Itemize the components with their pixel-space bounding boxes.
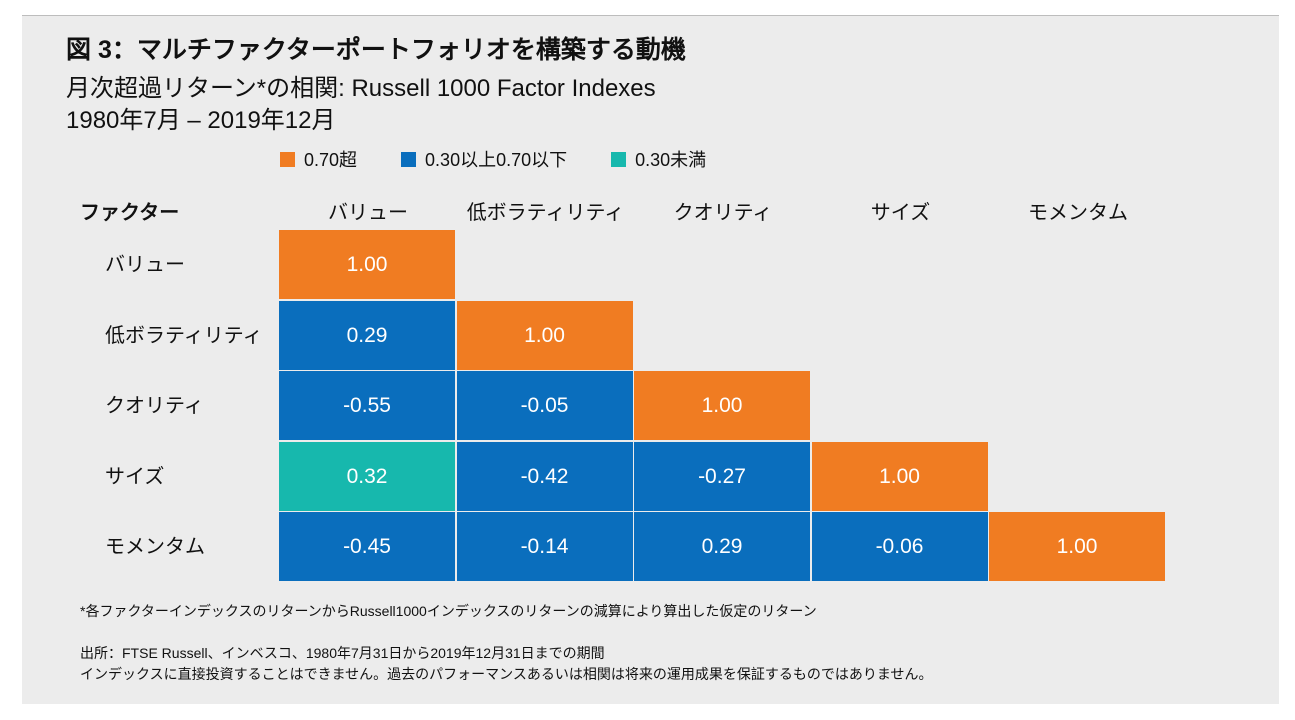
- column-header: サイズ: [870, 202, 931, 224]
- row-label: バリュー: [105, 254, 185, 276]
- matrix-cell: 0.29: [279, 300, 455, 370]
- legend-label-mid: 0.30以上0.70以下: [425, 150, 568, 170]
- legend-item-mid: 0.30以上0.70以下: [401, 146, 567, 172]
- legend-item-high: 0.70超: [280, 146, 357, 172]
- legend-label-low: 0.30未満: [635, 150, 707, 170]
- matrix-cell: 1.00: [989, 512, 1165, 581]
- row-label: モメンタム: [105, 536, 205, 558]
- matrix-cell: -0.05: [456, 371, 633, 440]
- column-header: バリュー: [328, 202, 408, 224]
- matrix-cell: -0.45: [279, 512, 455, 581]
- matrix-cell: 1.00: [634, 371, 810, 440]
- row-label: クオリティ: [105, 395, 204, 417]
- chart-subtitle: 月次超過リターン*の相関: Russell 1000 Factor Indexe…: [66, 75, 656, 102]
- matrix-cell: 1.00: [456, 300, 633, 370]
- legend-item-low: 0.30未満: [611, 146, 706, 172]
- column-header: 低ボラティリティ: [466, 202, 625, 224]
- top-divider: [22, 15, 1279, 16]
- matrix-cell: -0.06: [811, 512, 988, 581]
- chart-title: 図 3：マルチファクターポートフォリオを構築する動機: [66, 36, 686, 64]
- matrix-cell: 1.00: [279, 230, 455, 299]
- matrix-cell: 0.32: [279, 441, 455, 511]
- factor-header: ファクター: [80, 202, 180, 224]
- column-header: クオリティ: [673, 202, 773, 224]
- chart-period: 1980年7月 – 2019年12月: [66, 107, 336, 134]
- matrix-cell: -0.14: [456, 512, 633, 581]
- legend-swatch-high: [280, 151, 295, 167]
- matrix-cell: 0.29: [634, 512, 810, 581]
- legend: 0.70超 0.30以上0.70以下 0.30未満: [280, 147, 750, 171]
- disclaimer: インデックスに直接投資することはできません。過去のパフォーマンスあるいは相関は将…: [80, 666, 933, 682]
- matrix-cell: 1.00: [811, 441, 988, 511]
- legend-swatch-low: [611, 151, 627, 167]
- chart-panel: [22, 16, 1279, 704]
- matrix-cell: -0.27: [634, 441, 810, 511]
- footnote: *各ファクターインデックスのリターンからRussell1000インデックスのリタ…: [80, 603, 817, 619]
- matrix-cell: -0.42: [456, 441, 633, 511]
- column-header: モメンタム: [1028, 202, 1128, 224]
- row-label: サイズ: [105, 465, 165, 488]
- row-label: 低ボラティリティ: [105, 324, 263, 347]
- source-note: 出所：FTSE Russell、インベスコ、1980年7月31日から2019年1…: [80, 645, 605, 661]
- legend-label-high: 0.70超: [304, 150, 358, 170]
- matrix-cell: -0.55: [279, 371, 455, 440]
- legend-swatch-mid: [401, 151, 417, 167]
